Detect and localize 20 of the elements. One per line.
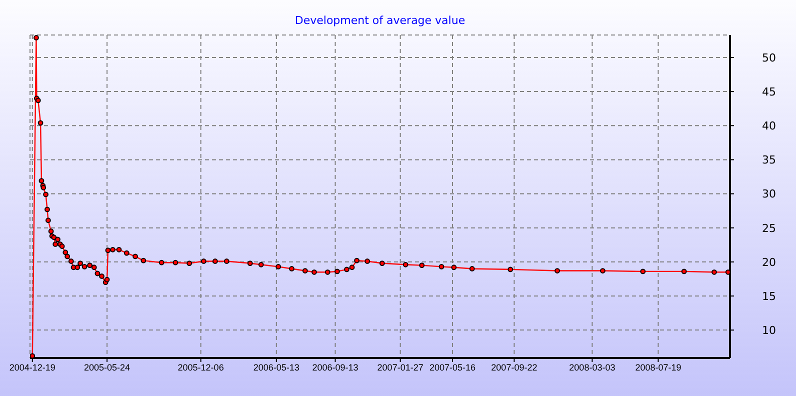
x-tick-label: 2005-12-06 bbox=[178, 362, 224, 372]
x-tick-label: 2007-05-16 bbox=[429, 362, 476, 372]
x-tick-label: 2007-09-22 bbox=[491, 362, 538, 372]
x-tick-label: 2008-07-19 bbox=[635, 362, 682, 372]
y-tick-label: 15 bbox=[762, 290, 776, 303]
y-tick-label: 35 bbox=[762, 154, 776, 167]
y-tick-label: 25 bbox=[762, 222, 776, 235]
y-tick-label: 20 bbox=[762, 256, 776, 269]
chart-title: Development of average value bbox=[294, 14, 466, 27]
x-tick-label: 2005-05-24 bbox=[84, 362, 130, 372]
x-tick-label: 2007-01-27 bbox=[377, 362, 424, 372]
y-tick-label: 45 bbox=[762, 85, 776, 98]
y-tick-label: 30 bbox=[762, 188, 776, 201]
x-tick-label: 2004-12-19 bbox=[9, 362, 56, 372]
y-tick-label: 50 bbox=[762, 51, 776, 64]
y-tick-label: 40 bbox=[762, 120, 776, 133]
x-tick-label: 2008-03-03 bbox=[569, 362, 616, 372]
x-tick-label: 2006-09-13 bbox=[312, 362, 358, 372]
x-tick-label: 2006-05-13 bbox=[253, 362, 300, 372]
y-tick-label: 10 bbox=[762, 324, 776, 337]
